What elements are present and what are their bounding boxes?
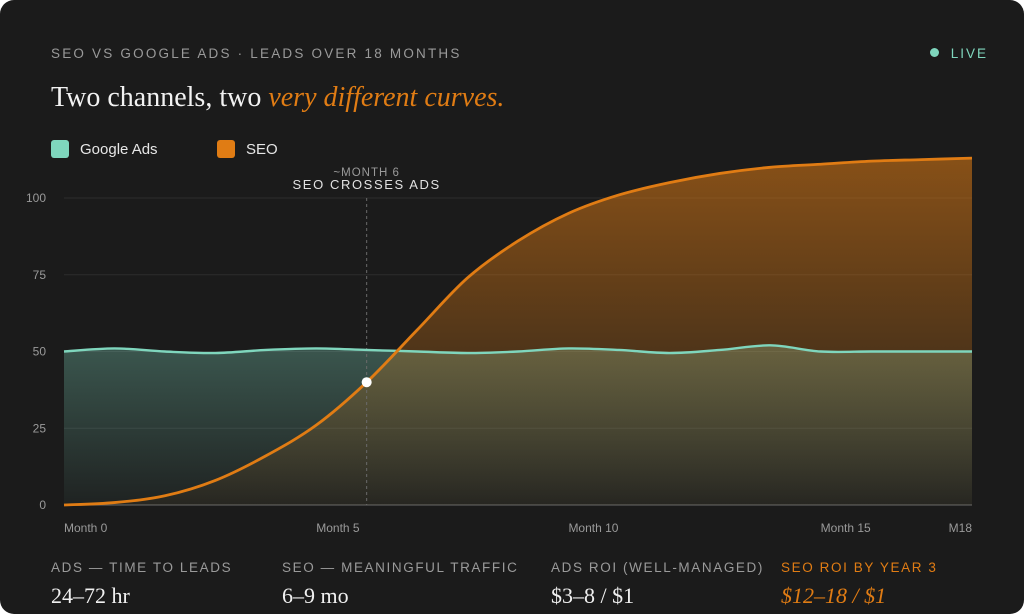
live-label: LIVE: [950, 46, 988, 61]
stat-ads-time-to-leads: ADS — TIME TO LEADS 24–72 hr: [51, 560, 232, 609]
stat-label: SEO ROI BY YEAR 3: [781, 560, 938, 575]
legend-swatch-seo: [217, 140, 235, 158]
x-tick-label: Month 10: [568, 521, 618, 535]
y-tick-label: 25: [33, 421, 47, 435]
y-tick-label: 100: [26, 191, 46, 205]
line-google-ads: [63, 344, 972, 355]
area-seo: [64, 158, 972, 505]
x-tick-label: Month 0: [64, 521, 108, 535]
legend-label-google-ads: Google Ads: [80, 141, 158, 158]
chart-eyebrow: SEO VS GOOGLE ADS · LEADS OVER 18 MONTHS: [51, 46, 462, 61]
stat-ads-roi: ADS ROI (WELL-MANAGED) $3–8 / $1: [551, 560, 764, 609]
stat-value: $3–8 / $1: [551, 583, 635, 608]
legend-label-seo: SEO: [246, 141, 278, 158]
stat-label: ADS — TIME TO LEADS: [51, 560, 233, 575]
legend-item-google-ads[interactable]: Google Ads: [51, 140, 158, 158]
stat-value: $12–18 / $1: [781, 583, 887, 608]
chart-headline: Two channels, two very different curves.: [51, 82, 504, 114]
x-tick-label: Month 5: [316, 521, 360, 535]
crossover-marker: [361, 377, 372, 388]
stat-value: 24–72 hr: [51, 583, 130, 608]
stat-label: SEO — MEANINGFUL TRAFFIC: [282, 560, 519, 575]
stat-label: ADS ROI (WELL-MANAGED): [551, 560, 764, 575]
live-indicator: LIVE: [929, 46, 988, 61]
live-dot-icon: [929, 48, 939, 57]
headline-plain: Two channels, two: [51, 82, 269, 113]
y-tick-label: 50: [33, 345, 47, 359]
stat-seo-meaningful-traffic: SEO — MEANINGFUL TRAFFIC 6–9 mo: [282, 560, 518, 609]
stat-seo-roi-year-3: SEO ROI BY YEAR 3 $12–18 / $1: [781, 560, 938, 609]
headline-accent: very different curves.: [268, 82, 505, 113]
stat-value: 6–9 mo: [282, 583, 349, 608]
annotation-line-1: ~MONTH 6: [333, 167, 399, 179]
y-tick-label: 0: [39, 498, 46, 512]
line-seo: [63, 156, 973, 507]
x-tick-label: M18: [949, 521, 973, 535]
legend-item-seo[interactable]: SEO: [217, 140, 278, 158]
x-tick-label: Month 15: [821, 521, 871, 535]
legend-swatch-google-ads: [51, 140, 69, 158]
y-tick-label: 75: [33, 268, 47, 282]
annotation-line-2: SEO CROSSES ADS: [293, 177, 441, 192]
